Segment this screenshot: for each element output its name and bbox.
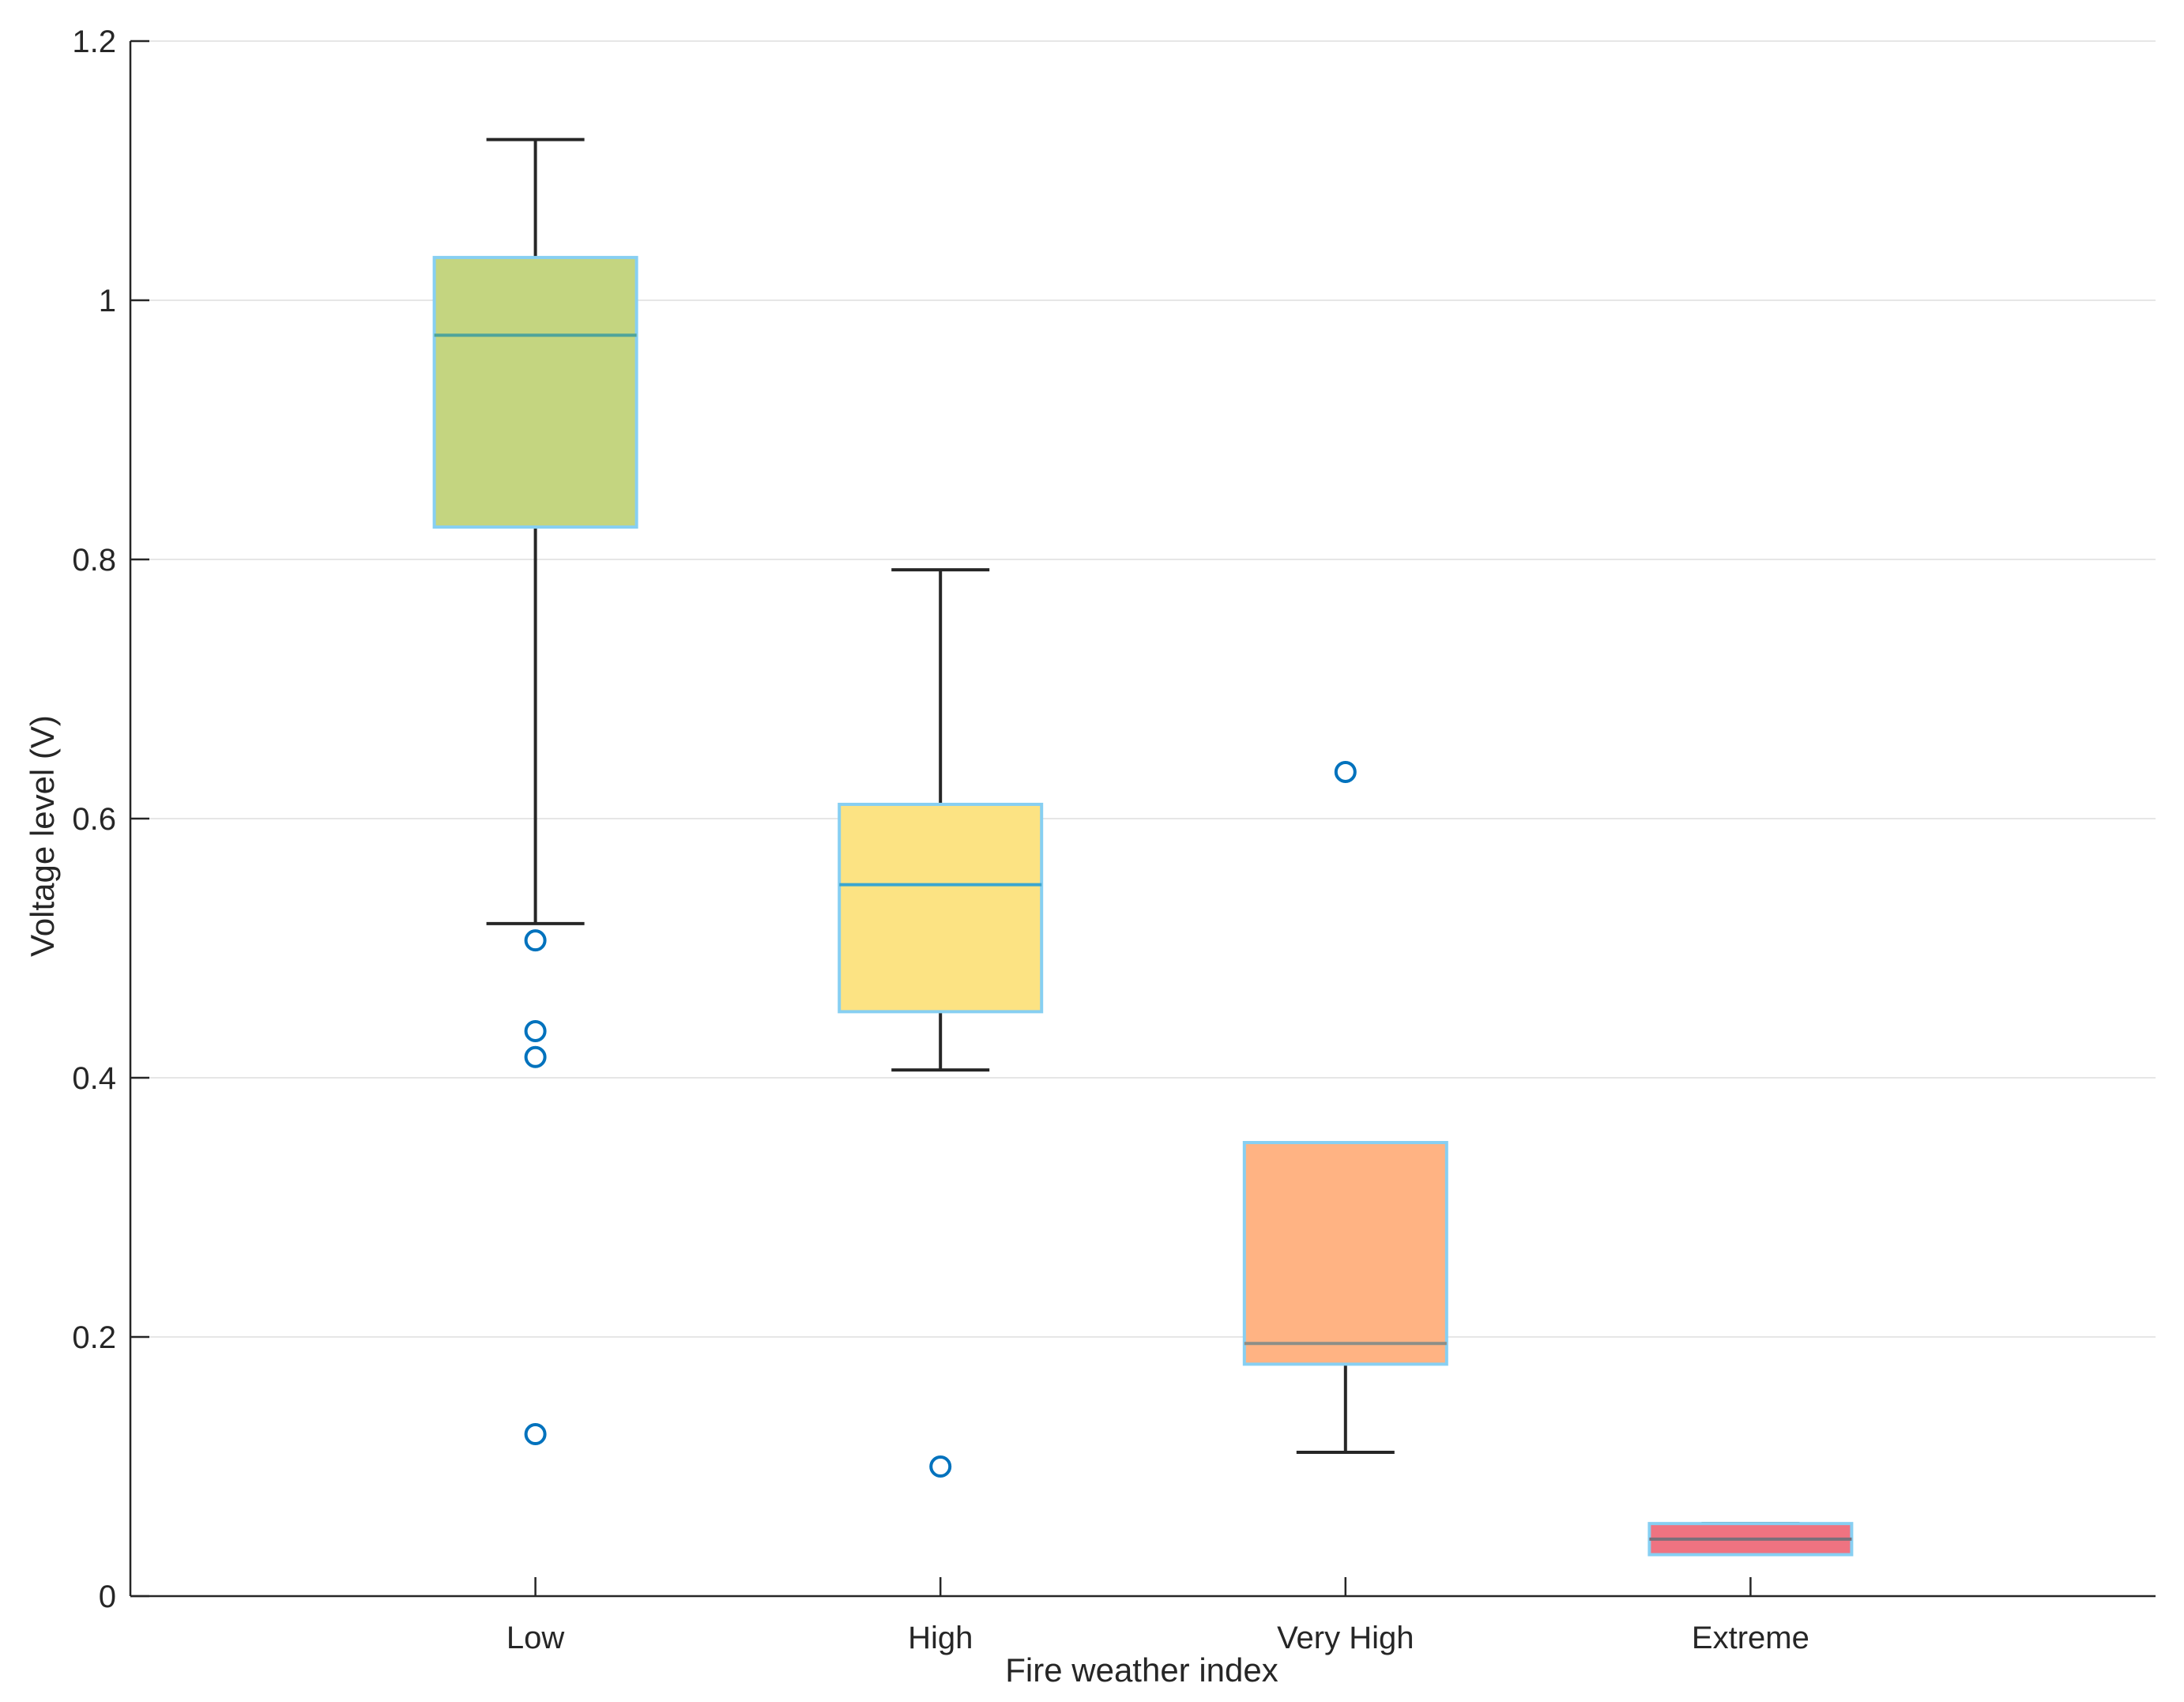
outlier-point: [524, 929, 547, 952]
iqr-box: [838, 802, 1044, 1014]
outlier-point: [524, 1019, 547, 1042]
y-tick-label: 1.2: [72, 24, 116, 59]
outlier-point: [929, 1455, 952, 1478]
iqr-box: [432, 255, 638, 529]
outlier-point: [1334, 760, 1357, 783]
grid-layer: [130, 40, 2156, 1338]
x-tick-label: Extreme: [1692, 1621, 1809, 1655]
boxes-layer: [432, 137, 1854, 1557]
x-axis-title: Fire weather index: [1005, 1651, 1278, 1689]
outlier-point: [524, 1423, 547, 1445]
y-tick-label: 0.4: [72, 1061, 116, 1096]
axes-layer: 0 0.2 0.4 0.6 0.8 1 1.2 Low High Very High Extreme: [72, 24, 2156, 1655]
box-group-extreme: [1647, 1522, 1854, 1557]
box-group-very-high: [1242, 760, 1448, 1454]
outlier-point: [524, 1045, 547, 1068]
box-group-low: [432, 137, 638, 1445]
iqr-box: [1242, 1141, 1448, 1366]
y-tick-label: 0: [99, 1580, 116, 1614]
x-tick-label: Very High: [1277, 1621, 1414, 1655]
y-tick-label: 0.6: [72, 802, 116, 837]
x-tick-label: Low: [506, 1621, 564, 1655]
y-axis-title: Voltage level (V): [24, 715, 61, 957]
x-tick-label: High: [908, 1621, 973, 1655]
y-tick-label: 1: [99, 284, 116, 318]
y-tick-label: 0.2: [72, 1320, 116, 1355]
box-group-high: [838, 568, 1044, 1478]
y-tick-label: 0.8: [72, 543, 116, 578]
